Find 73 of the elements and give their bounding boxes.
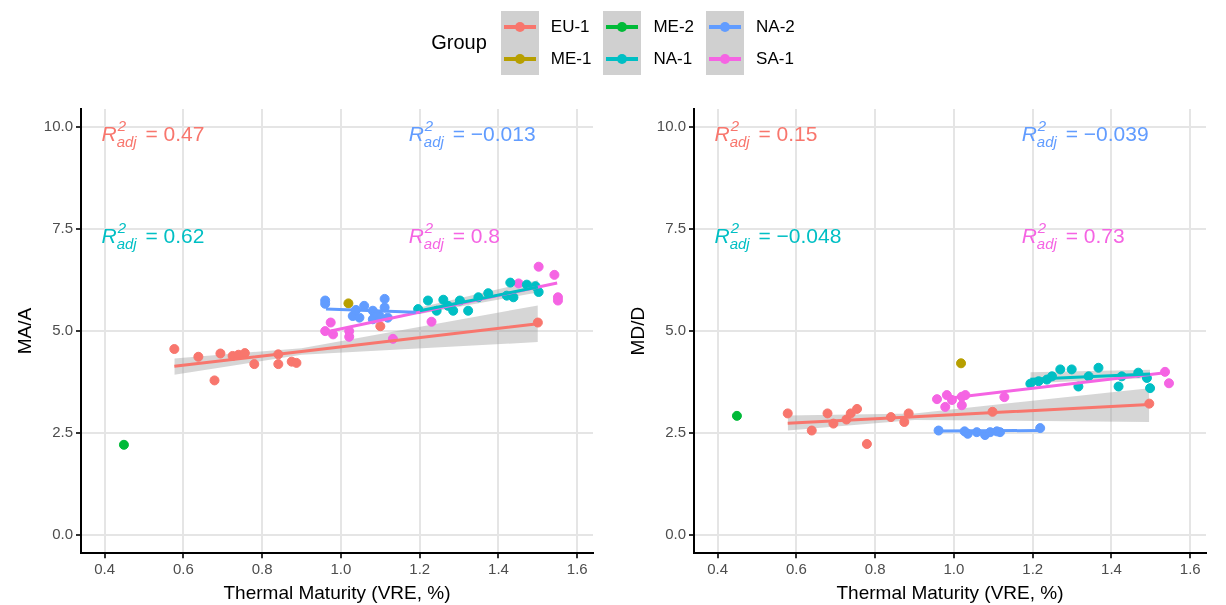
point [1113,381,1124,392]
y-tick-label: 0.0 [52,525,73,542]
point [852,403,863,414]
x-tick-label: 0.6 [172,560,194,578]
x-tick-label: 0.8 [864,560,886,578]
point [422,295,433,306]
point [273,359,284,370]
x-tick-label: 0.4 [707,560,729,578]
point [822,408,833,419]
x-tick-label: 0.4 [94,560,116,578]
legend-label: NA-2 [756,16,795,37]
x-tick-label: 1.4 [1101,560,1122,578]
point [1163,378,1174,389]
x-axis-title: Thermal Maturity (VRE, %) [836,581,1064,603]
x-tick-label: 0.6 [785,560,807,578]
legend-label: ME-1 [550,48,592,69]
point [118,439,129,450]
point [463,305,474,316]
y-tick-label: 2.5 [52,423,73,441]
y-tick-label: 10.0 [656,117,686,135]
point [956,358,967,369]
x-tick-label: 1.2 [1022,560,1044,578]
point [354,312,365,323]
point [549,269,560,280]
point [379,293,390,304]
point [508,292,519,303]
point [940,401,951,412]
point [999,392,1010,403]
legend-label: SA-1 [756,48,794,69]
x-tick-label: 1.2 [409,560,431,578]
point [169,344,180,355]
y-tick-label: 7.5 [52,219,73,237]
y-axis-title: MD/D [626,306,648,356]
point [505,277,516,288]
y-tick-label: 5.0 [52,321,73,339]
legend-label: EU-1 [550,16,590,37]
x-tick-label: 1.4 [488,560,509,578]
point [1160,366,1171,377]
y-tick-label: 2.5 [665,423,686,441]
x-tick-label: 1.6 [566,560,588,578]
legend-title: Group [431,31,487,54]
point [861,438,872,449]
point [731,410,742,421]
point [1055,364,1066,375]
point [1093,362,1104,373]
point [956,400,967,411]
x-tick-label: 1.6 [1179,560,1201,578]
x-axis-title: Thermal Maturity (VRE, %) [223,581,451,603]
point [806,425,817,436]
y-tick-label: 10.0 [43,117,73,135]
point [215,348,226,359]
point [1145,383,1156,394]
point [426,316,437,327]
point [209,375,220,386]
legend-label: NA-1 [653,48,693,69]
point [325,317,336,328]
point [533,261,544,272]
point [375,321,386,332]
x-tick-label: 1.0 [943,560,965,578]
y-axis-title: MA/A [13,307,35,355]
x-tick-label: 1.0 [330,560,352,578]
y-tick-label: 5.0 [665,321,686,339]
point [249,359,260,370]
y-tick-label: 7.5 [665,219,686,237]
point [1066,364,1077,375]
x-tick-label: 0.8 [251,560,273,578]
point [448,305,459,316]
point [343,298,354,309]
point [932,394,942,405]
point [193,351,204,362]
legend-label: ME-2 [653,16,695,37]
point [782,408,793,419]
y-tick-label: 0.0 [665,525,686,542]
